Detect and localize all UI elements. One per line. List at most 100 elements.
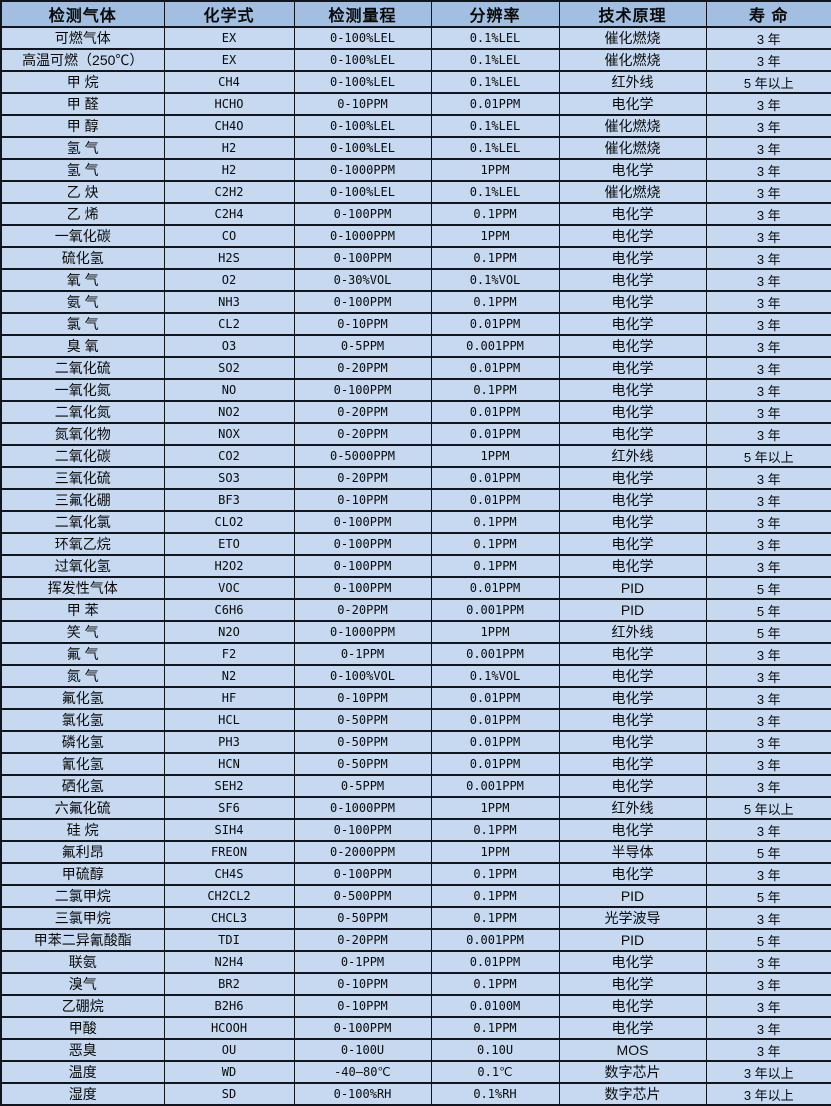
resolution-cell: 1PPM [430, 841, 560, 864]
table-row: 硅 烷 SIH4 0-100PPM 0.1PPM 电化学 3 年 [0, 819, 831, 842]
detection-range-cell: 0-10PPM [293, 995, 432, 1018]
lifespan-cell: 3 年 [705, 731, 831, 754]
gas-name-cell: 臭 氧 [0, 335, 165, 358]
chemical-formula-cell: NO [163, 379, 295, 402]
chemical-formula-cell: HCOOH [163, 1017, 295, 1040]
chemical-formula-cell: BF3 [163, 489, 295, 512]
gas-name-cell: 笑 气 [0, 621, 165, 644]
principle-cell: 红外线 [558, 445, 707, 468]
table-body: 可燃气体 EX 0-100%LEL 0.1%LEL 催化燃烧 3 年高温可燃（250℃） E… [0, 27, 831, 1106]
principle-cell: 电化学 [558, 225, 707, 248]
principle-cell: 催化燃烧 [558, 27, 707, 50]
lifespan-cell: 3 年 [705, 665, 831, 688]
detection-range-cell: 0-100%LEL [293, 115, 432, 138]
detection-range-cell: 0-100PPM [293, 379, 432, 402]
lifespan-cell: 3 年 [705, 115, 831, 138]
lifespan-cell: 3 年 [705, 533, 831, 556]
lifespan-cell: 5 年 [705, 599, 831, 622]
chemical-formula-cell: O3 [163, 335, 295, 358]
detection-range-cell: 0-100%LEL [293, 137, 432, 160]
table-row: 过氧化氢 H2O2 0-100PPM 0.1PPM 电化学 3 年 [0, 555, 831, 578]
detection-range-cell: 0-100PPM [293, 291, 432, 314]
lifespan-cell: 3 年 [705, 401, 831, 424]
detection-range-cell: 0-100PPM [293, 511, 432, 534]
detection-range-cell: 0-10PPM [293, 489, 432, 512]
chemical-formula-cell: SO2 [163, 357, 295, 380]
detection-range-cell: 0-100%LEL [293, 181, 432, 204]
lifespan-cell: 5 年以上 [705, 71, 831, 94]
gas-name-cell: 二氧化氮 [0, 401, 165, 424]
header-resolution: 分辨率 [430, 1, 560, 28]
detection-range-cell: 0-100%LEL [293, 27, 432, 50]
gas-name-cell: 氧 气 [0, 269, 165, 292]
lifespan-cell: 3 年 [705, 555, 831, 578]
detection-range-cell: 0-5000PPM [293, 445, 432, 468]
table-row: 甲硫醇 CH4S 0-100PPM 0.1PPM 电化学 3 年 [0, 863, 831, 886]
gas-name-cell: 三氧化硫 [0, 467, 165, 490]
chemical-formula-cell: SEH2 [163, 775, 295, 798]
gas-name-cell: 甲酸 [0, 1017, 165, 1040]
gas-name-cell: 甲 烷 [0, 71, 165, 94]
chemical-formula-cell: ETO [163, 533, 295, 556]
gas-name-cell: 氮 气 [0, 665, 165, 688]
chemical-formula-cell: H2 [163, 159, 295, 182]
lifespan-cell: 3 年 [705, 137, 831, 160]
resolution-cell: 0.1%LEL [430, 71, 560, 94]
table-row: 溴气 BR2 0-10PPM 0.1PPM 电化学 3 年 [0, 973, 831, 996]
principle-cell: PID [558, 577, 707, 600]
resolution-cell: 1PPM [430, 445, 560, 468]
lifespan-cell: 3 年 [705, 467, 831, 490]
table-row: 二氧化氯 CLO2 0-100PPM 0.1PPM 电化学 3 年 [0, 511, 831, 534]
table-row: 高温可燃（250℃） EX 0-100%LEL 0.1%LEL 催化燃烧 3 年 [0, 49, 831, 72]
resolution-cell: 1PPM [430, 225, 560, 248]
chemical-formula-cell: HCHO [163, 93, 295, 116]
principle-cell: 电化学 [558, 379, 707, 402]
detection-range-cell: 0-50PPM [293, 731, 432, 754]
detection-range-cell: -40—80℃ [293, 1061, 432, 1084]
detection-range-cell: 0-100PPM [293, 819, 432, 842]
detection-range-cell: 0-5PPM [293, 335, 432, 358]
gas-name-cell: 一氧化氮 [0, 379, 165, 402]
resolution-cell: 0.10U [430, 1039, 560, 1062]
gas-name-cell: 氟化氢 [0, 687, 165, 710]
chemical-formula-cell: NOX [163, 423, 295, 446]
gas-name-cell: 氰化氢 [0, 753, 165, 776]
lifespan-cell: 3 年 [705, 1039, 831, 1062]
resolution-cell: 0.01PPM [430, 753, 560, 776]
gas-name-cell: 二氧化硫 [0, 357, 165, 380]
principle-cell: 电化学 [558, 291, 707, 314]
resolution-cell: 0.001PPM [430, 643, 560, 666]
chemical-formula-cell: SIH4 [163, 819, 295, 842]
gas-name-cell: 氨 气 [0, 291, 165, 314]
table-row: 硫化氢 H2S 0-100PPM 0.1PPM 电化学 3 年 [0, 247, 831, 270]
detection-range-cell: 0-100PPM [293, 1017, 432, 1040]
resolution-cell: 0.1%VOL [430, 269, 560, 292]
principle-cell: 催化燃烧 [558, 137, 707, 160]
chemical-formula-cell: EX [163, 27, 295, 50]
lifespan-cell: 3 年 [705, 973, 831, 996]
resolution-cell: 0.1PPM [430, 973, 560, 996]
resolution-cell: 0.1%LEL [430, 115, 560, 138]
gas-name-cell: 氢 气 [0, 137, 165, 160]
principle-cell: PID [558, 599, 707, 622]
chemical-formula-cell: N2 [163, 665, 295, 688]
chemical-formula-cell: CH4 [163, 71, 295, 94]
chemical-formula-cell: N2O [163, 621, 295, 644]
principle-cell: 电化学 [558, 159, 707, 182]
resolution-cell: 0.01PPM [430, 731, 560, 754]
chemical-formula-cell: CO [163, 225, 295, 248]
resolution-cell: 1PPM [430, 621, 560, 644]
table-row: 氨 气 NH3 0-100PPM 0.1PPM 电化学 3 年 [0, 291, 831, 314]
detection-range-cell: 0-100PPM [293, 247, 432, 270]
principle-cell: 电化学 [558, 489, 707, 512]
detection-range-cell: 0-100PPM [293, 533, 432, 556]
lifespan-cell: 3 年 [705, 225, 831, 248]
table-row: 甲 醇 CH4O 0-100%LEL 0.1%LEL 催化燃烧 3 年 [0, 115, 831, 138]
resolution-cell: 0.1PPM [430, 1017, 560, 1040]
chemical-formula-cell: CH2CL2 [163, 885, 295, 908]
chemical-formula-cell: C2H4 [163, 203, 295, 226]
gas-name-cell: 硫化氢 [0, 247, 165, 270]
detection-range-cell: 0-100%LEL [293, 71, 432, 94]
table-row: 甲苯二异氰酸酯 TDI 0-20PPM 0.001PPM PID 5 年 [0, 929, 831, 952]
principle-cell: 红外线 [558, 71, 707, 94]
